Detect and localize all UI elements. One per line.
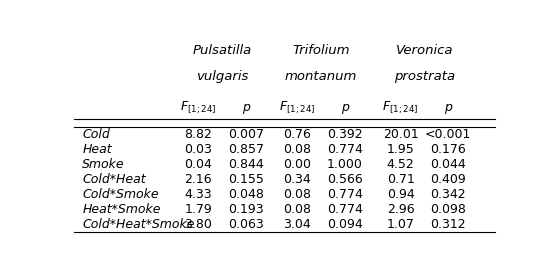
Text: 0.04: 0.04 (184, 158, 213, 171)
Text: 0.063: 0.063 (228, 218, 264, 231)
Text: 4.33: 4.33 (185, 188, 212, 201)
Text: 3.80: 3.80 (184, 218, 213, 231)
Text: 0.34: 0.34 (284, 173, 311, 186)
Text: Cold: Cold (82, 128, 110, 141)
Text: 0.044: 0.044 (430, 158, 466, 171)
Text: Cold*Heat: Cold*Heat (82, 173, 146, 186)
Text: 0.94: 0.94 (387, 188, 415, 201)
Text: 0.392: 0.392 (327, 128, 362, 141)
Text: 0.176: 0.176 (430, 143, 466, 156)
Text: 0.08: 0.08 (284, 203, 311, 216)
Text: 1.07: 1.07 (387, 218, 415, 231)
Text: Heat*Smoke: Heat*Smoke (82, 203, 161, 216)
Text: p: p (444, 101, 452, 114)
Text: 0.76: 0.76 (284, 128, 311, 141)
Text: $\mathit{F}_{[1;24]}$: $\mathit{F}_{[1;24]}$ (279, 99, 316, 116)
Text: 0.857: 0.857 (228, 143, 264, 156)
Text: 2.16: 2.16 (185, 173, 212, 186)
Text: 0.566: 0.566 (327, 173, 362, 186)
Text: 1.000: 1.000 (327, 158, 362, 171)
Text: 0.155: 0.155 (228, 173, 264, 186)
Text: Cold*Smoke: Cold*Smoke (82, 188, 159, 201)
Text: $\mathit{F}_{[1;24]}$: $\mathit{F}_{[1;24]}$ (180, 99, 217, 116)
Text: 0.03: 0.03 (184, 143, 213, 156)
Text: 0.193: 0.193 (228, 203, 264, 216)
Text: Heat: Heat (82, 143, 112, 156)
Text: 0.342: 0.342 (430, 188, 466, 201)
Text: p: p (242, 101, 250, 114)
Text: 1.79: 1.79 (184, 203, 212, 216)
Text: 0.71: 0.71 (387, 173, 415, 186)
Text: Cold*Heat*Smoke: Cold*Heat*Smoke (82, 218, 195, 231)
Text: vulgaris: vulgaris (196, 70, 248, 84)
Text: 2.96: 2.96 (387, 203, 415, 216)
Text: 0.774: 0.774 (327, 203, 362, 216)
Text: 4.52: 4.52 (387, 158, 415, 171)
Text: <0.001: <0.001 (425, 128, 471, 141)
Text: Smoke: Smoke (82, 158, 125, 171)
Text: 0.098: 0.098 (430, 203, 466, 216)
Text: 0.094: 0.094 (327, 218, 362, 231)
Text: prostrata: prostrata (393, 70, 455, 84)
Text: 0.048: 0.048 (228, 188, 264, 201)
Text: 0.00: 0.00 (284, 158, 311, 171)
Text: $\mathit{F}_{[1;24]}$: $\mathit{F}_{[1;24]}$ (382, 99, 419, 116)
Text: Pulsatilla: Pulsatilla (193, 44, 252, 57)
Text: 0.007: 0.007 (228, 128, 264, 141)
Text: 0.08: 0.08 (284, 143, 311, 156)
Text: 0.844: 0.844 (228, 158, 264, 171)
Text: 0.774: 0.774 (327, 143, 362, 156)
Text: 8.82: 8.82 (184, 128, 213, 141)
Text: montanum: montanum (285, 70, 357, 84)
Text: 3.04: 3.04 (284, 218, 311, 231)
Text: 0.409: 0.409 (430, 173, 466, 186)
Text: 20.01: 20.01 (383, 128, 418, 141)
Text: 0.312: 0.312 (430, 218, 466, 231)
Text: Veronica: Veronica (396, 44, 453, 57)
Text: 1.95: 1.95 (387, 143, 415, 156)
Text: Trifolium: Trifolium (292, 44, 350, 57)
Text: p: p (341, 101, 349, 114)
Text: 0.774: 0.774 (327, 188, 362, 201)
Text: 0.08: 0.08 (284, 188, 311, 201)
